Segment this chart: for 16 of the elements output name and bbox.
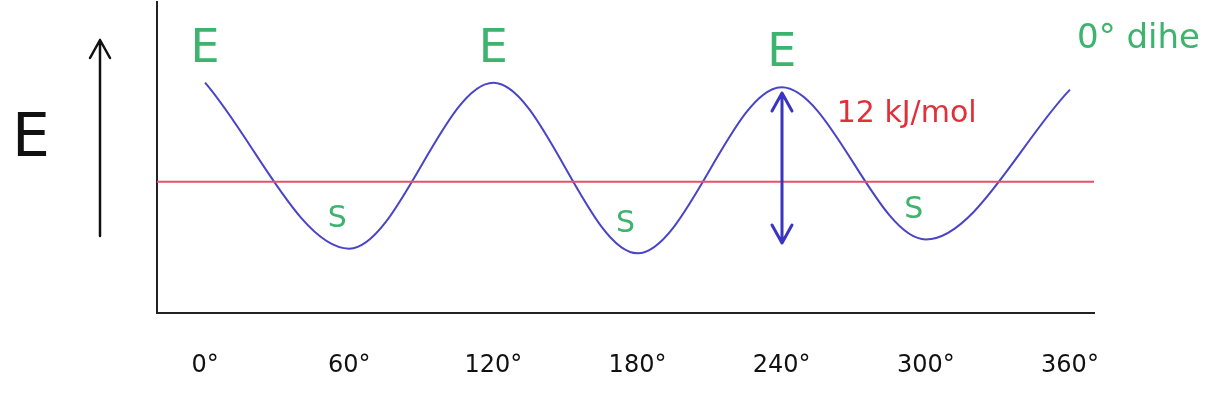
- x-tick-label: 300°: [896, 349, 955, 378]
- annotation: E: [478, 18, 508, 73]
- text: 0° dihe: [1077, 15, 1200, 56]
- annotation: E: [190, 18, 220, 73]
- x-tick-label: 0°: [191, 349, 219, 378]
- annotation: 12 kJ/mol: [836, 94, 977, 130]
- x-tick-label: 240°: [752, 349, 811, 378]
- annotation: S: [615, 204, 636, 240]
- x-tick-label: 120°: [464, 349, 523, 378]
- annotation: S: [904, 190, 924, 226]
- annotation: S: [327, 199, 347, 235]
- x-tick-label: 180°: [608, 349, 667, 378]
- x-tick-label: 60°: [327, 349, 371, 378]
- x-tick-label: 360°: [1041, 349, 1099, 378]
- y-axis-title: E: [12, 100, 50, 170]
- annotation: E: [767, 23, 797, 78]
